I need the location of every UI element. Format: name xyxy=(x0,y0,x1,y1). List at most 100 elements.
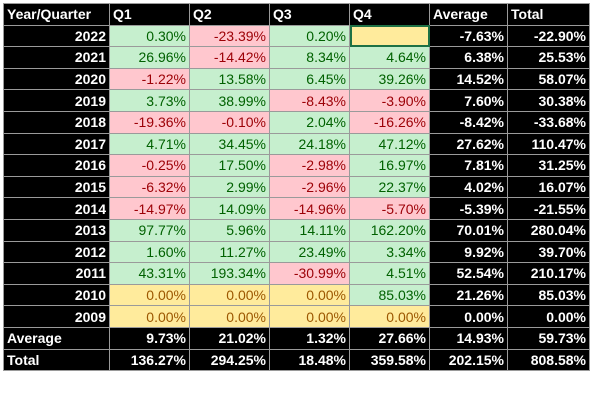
header-q3[interactable]: Q3 xyxy=(269,3,350,26)
total-cell[interactable]: -22.90% xyxy=(507,24,590,48)
average-cell[interactable]: 70.01% xyxy=(429,218,508,242)
footer-value-cell[interactable]: 359.58% xyxy=(349,348,430,372)
quarter-3-cell[interactable]: 0.20% xyxy=(269,24,350,48)
footer-label[interactable]: Total xyxy=(3,348,110,372)
quarter-2-cell[interactable]: 193.34% xyxy=(189,262,270,285)
average-cell[interactable]: 9.92% xyxy=(429,240,508,264)
quarter-3-cell[interactable]: -2.98% xyxy=(269,154,350,177)
quarter-2-cell[interactable]: 5.96% xyxy=(189,218,270,242)
quarter-1-cell[interactable]: 0.00% xyxy=(109,305,190,328)
quarter-3-cell[interactable]: 2.04% xyxy=(269,110,350,134)
quarter-2-cell[interactable]: 17.50% xyxy=(189,154,270,177)
quarter-3-cell[interactable]: 0.00% xyxy=(269,283,350,307)
quarter-1-cell[interactable]: 0.30% xyxy=(109,24,190,48)
year-cell[interactable]: 2010 xyxy=(3,283,110,307)
footer-value-cell[interactable]: 21.02% xyxy=(189,326,270,350)
quarter-4-cell[interactable]: -3.90% xyxy=(349,89,430,112)
quarter-1-cell[interactable]: 1.60% xyxy=(109,240,190,264)
quarter-2-cell[interactable]: -23.39% xyxy=(189,24,270,48)
footer-value-cell[interactable]: 294.25% xyxy=(189,348,270,372)
quarter-3-cell[interactable]: -30.99% xyxy=(269,262,350,285)
quarter-1-cell[interactable]: 97.77% xyxy=(109,218,190,242)
average-cell[interactable]: -7.63% xyxy=(429,24,508,48)
year-cell[interactable]: 2011 xyxy=(3,262,110,285)
year-cell[interactable]: 2015 xyxy=(3,175,110,199)
average-cell[interactable]: -8.42% xyxy=(429,110,508,134)
average-cell[interactable]: -5.39% xyxy=(429,197,508,220)
total-cell[interactable]: 85.03% xyxy=(507,283,590,307)
quarter-4-cell[interactable]: 16.97% xyxy=(349,154,430,177)
quarter-1-cell[interactable]: 43.31% xyxy=(109,262,190,285)
quarter-3-cell[interactable]: 6.45% xyxy=(269,67,350,91)
quarter-3-cell[interactable]: 24.18% xyxy=(269,132,350,156)
year-cell[interactable]: 2016 xyxy=(3,154,110,177)
quarter-1-cell[interactable]: -1.22% xyxy=(109,67,190,91)
quarter-1-cell[interactable]: -19.36% xyxy=(109,110,190,134)
quarter-3-cell[interactable]: 14.11% xyxy=(269,218,350,242)
average-cell[interactable]: 7.60% xyxy=(429,89,508,112)
quarter-4-cell[interactable]: -16.26% xyxy=(349,110,430,134)
quarter-3-cell[interactable]: -14.96% xyxy=(269,197,350,220)
year-cell[interactable]: 2018 xyxy=(3,110,110,134)
quarter-4-cell[interactable]: 39.26% xyxy=(349,67,430,91)
footer-value-cell[interactable]: 18.48% xyxy=(269,348,350,372)
header-year-quarter[interactable]: Year/Quarter xyxy=(3,3,110,26)
footer-value-cell[interactable]: 202.15% xyxy=(429,348,508,372)
footer-value-cell[interactable]: 9.73% xyxy=(109,326,190,350)
quarter-4-cell[interactable]: 85.03% xyxy=(349,283,430,307)
footer-value-cell[interactable]: 1.32% xyxy=(269,326,350,350)
footer-value-cell[interactable]: 136.27% xyxy=(109,348,190,372)
year-cell[interactable]: 2014 xyxy=(3,197,110,220)
year-cell[interactable]: 2020 xyxy=(3,67,110,91)
total-cell[interactable]: 110.47% xyxy=(507,132,590,156)
quarter-3-cell[interactable]: -2.96% xyxy=(269,175,350,199)
quarter-1-cell[interactable]: 3.73% xyxy=(109,89,190,112)
total-cell[interactable]: -33.68% xyxy=(507,110,590,134)
quarter-2-cell[interactable]: 2.99% xyxy=(189,175,270,199)
footer-value-cell[interactable]: 27.66% xyxy=(349,326,430,350)
quarter-4-cell[interactable]: 4.64% xyxy=(349,46,430,69)
quarter-2-cell[interactable]: -14.42% xyxy=(189,46,270,69)
average-cell[interactable]: 6.38% xyxy=(429,46,508,69)
quarter-4-cell[interactable]: -5.70% xyxy=(349,197,430,220)
year-cell[interactable]: 2017 xyxy=(3,132,110,156)
quarter-1-cell[interactable]: 4.71% xyxy=(109,132,190,156)
total-cell[interactable]: 30.38% xyxy=(507,89,590,112)
quarter-2-cell[interactable]: 14.09% xyxy=(189,197,270,220)
total-cell[interactable]: 0.00% xyxy=(507,305,590,328)
quarter-2-cell[interactable]: 38.99% xyxy=(189,89,270,112)
quarter-3-cell[interactable]: 8.34% xyxy=(269,46,350,69)
header-q1[interactable]: Q1 xyxy=(109,3,190,26)
header-total[interactable]: Total xyxy=(507,3,590,26)
footer-value-cell[interactable]: 59.73% xyxy=(507,326,590,350)
footer-value-cell[interactable]: 808.58% xyxy=(507,348,590,372)
quarter-3-cell[interactable]: -8.43% xyxy=(269,89,350,112)
quarter-1-cell[interactable]: -6.32% xyxy=(109,175,190,199)
quarter-4-cell[interactable]: 162.20% xyxy=(349,218,430,242)
quarter-2-cell[interactable]: 34.45% xyxy=(189,132,270,156)
total-cell[interactable]: 280.04% xyxy=(507,218,590,242)
average-cell[interactable]: 7.81% xyxy=(429,154,508,177)
quarter-1-cell[interactable]: 0.00% xyxy=(109,283,190,307)
year-cell[interactable]: 2013 xyxy=(3,218,110,242)
quarter-1-cell[interactable]: 26.96% xyxy=(109,46,190,69)
quarter-2-cell[interactable]: 11.27% xyxy=(189,240,270,264)
quarter-3-cell[interactable]: 0.00% xyxy=(269,305,350,328)
total-cell[interactable]: 25.53% xyxy=(507,46,590,69)
footer-label[interactable]: Average xyxy=(3,326,110,350)
quarter-3-cell[interactable]: 23.49% xyxy=(269,240,350,264)
year-cell[interactable]: 2009 xyxy=(3,305,110,328)
year-cell[interactable]: 2019 xyxy=(3,89,110,112)
quarter-4-cell[interactable] xyxy=(349,24,430,48)
quarter-1-cell[interactable]: -14.97% xyxy=(109,197,190,220)
total-cell[interactable]: 58.07% xyxy=(507,67,590,91)
quarter-4-cell[interactable]: 0.00% xyxy=(349,305,430,328)
total-cell[interactable]: 210.17% xyxy=(507,262,590,285)
total-cell[interactable]: -21.55% xyxy=(507,197,590,220)
average-cell[interactable]: 27.62% xyxy=(429,132,508,156)
quarter-2-cell[interactable]: 0.00% xyxy=(189,305,270,328)
total-cell[interactable]: 39.70% xyxy=(507,240,590,264)
quarter-4-cell[interactable]: 47.12% xyxy=(349,132,430,156)
quarter-2-cell[interactable]: 13.58% xyxy=(189,67,270,91)
quarter-4-cell[interactable]: 22.37% xyxy=(349,175,430,199)
